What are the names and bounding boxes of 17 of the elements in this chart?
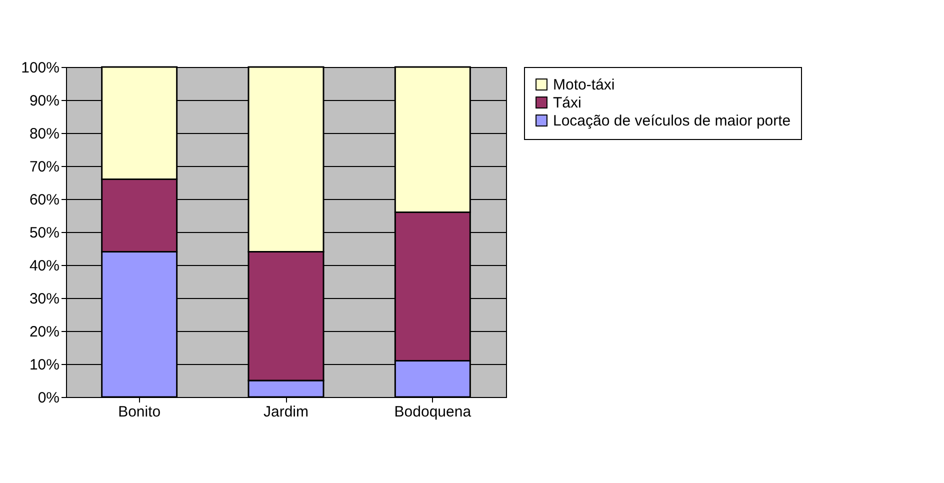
legend-label: Moto-táxi — [553, 76, 615, 94]
y-tick-label: 100% — [21, 60, 60, 76]
x-tick-label: Bodoquena — [394, 404, 472, 420]
y-tick-label: 40% — [29, 258, 60, 274]
x-tick-label: Bonito — [118, 404, 161, 420]
y-tick-label: 90% — [29, 92, 60, 110]
y-tick-label: 10% — [29, 356, 60, 374]
y-tick-label: 0% — [38, 390, 60, 406]
y-tick-label: 30% — [29, 290, 60, 308]
y-tick-label: 20% — [29, 324, 60, 340]
y-tick-label: 70% — [29, 158, 60, 176]
y-tick-label: 60% — [29, 192, 60, 208]
x-tick-label: Jardim — [263, 404, 309, 420]
y-tick-label: 80% — [29, 126, 60, 142]
legend-label: Táxi — [553, 94, 582, 112]
y-tick-label: 50% — [29, 224, 60, 242]
legend-label: Locação de veículos de maior porte — [553, 112, 791, 130]
